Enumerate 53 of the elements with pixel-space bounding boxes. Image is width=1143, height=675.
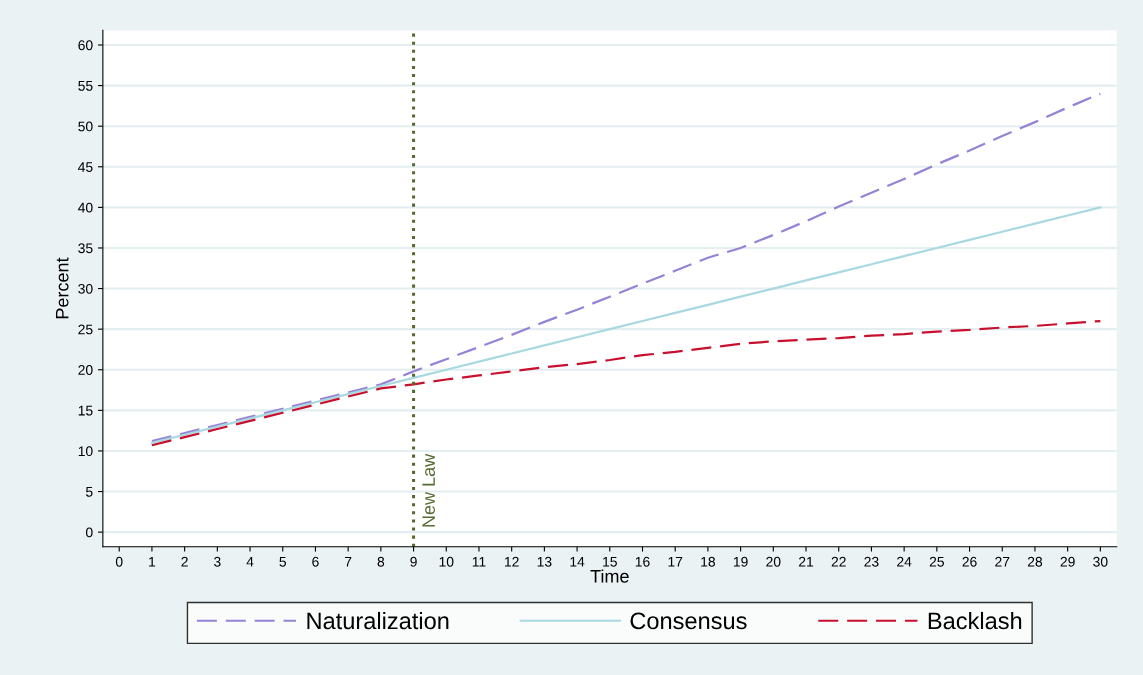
y-tick-label: 40 [78, 202, 93, 213]
y-tick-label: 20 [78, 365, 93, 375]
x-tick-label: 25 [929, 556, 944, 567]
x-tick-label: 24 [897, 556, 912, 567]
x-tick-label: 11 [472, 556, 486, 567]
x-tick-label: 6 [312, 556, 319, 567]
x-tick-label: 28 [1027, 556, 1043, 567]
x-tick-label: 18 [701, 556, 716, 567]
x-tick-label: 7 [345, 556, 352, 567]
line-series [150, 206, 1102, 444]
x-tick-label: 8 [377, 556, 385, 567]
x-tick-label: 19 [733, 556, 748, 567]
y-tick-label: 5 [85, 487, 93, 497]
legend-label: Backlash [928, 611, 1022, 630]
line-series [150, 92, 1102, 443]
x-tick-label: 14 [570, 556, 585, 567]
line-series [150, 319, 1102, 447]
x-tick-label: 21 [798, 556, 814, 567]
x-tick-label: 22 [831, 556, 846, 567]
x-tick-label: 13 [537, 556, 552, 567]
x-tick-label: 0 [115, 556, 123, 567]
y-tick-label: 25 [78, 324, 93, 335]
x-tick-label: 5 [279, 556, 287, 567]
x-tick-label: 10 [439, 556, 454, 567]
x-tick-label: 16 [635, 556, 650, 567]
y-tick-label: 0 [85, 527, 93, 538]
y-tick-label: 50 [78, 121, 93, 132]
x-tick-label: 29 [1060, 556, 1075, 567]
x-tick-label: 27 [995, 556, 1010, 567]
x-tick-label: 30 [1093, 556, 1108, 567]
y-tick-label: 55 [78, 81, 93, 91]
y-tick-label: 35 [78, 243, 93, 254]
x-tick-label: 12 [505, 556, 519, 567]
y-axis-title: Percent [55, 257, 69, 319]
x-tick-label: 9 [410, 556, 417, 567]
x-axis-title: Time [590, 569, 629, 583]
x-tick-label: 2 [181, 556, 188, 567]
y-tick-label: 15 [78, 405, 93, 416]
legend-label: Consensus [630, 612, 747, 630]
y-tick-label: 60 [78, 40, 93, 51]
x-tick-label: 23 [864, 556, 879, 567]
x-tick-label: 1 [149, 556, 156, 567]
legend-label: Naturalization [307, 611, 449, 630]
x-tick-label: 26 [962, 556, 977, 567]
ref-line-label: New Law [422, 453, 435, 527]
x-tick-label: 4 [246, 556, 254, 567]
x-tick-label: 15 [603, 556, 617, 567]
y-tick-label: 10 [78, 446, 93, 457]
x-tick-label: 20 [766, 556, 781, 567]
x-tick-label: 3 [214, 556, 221, 567]
y-tick-label: 30 [78, 283, 93, 294]
x-tick-label: 17 [668, 556, 683, 567]
y-tick-label: 45 [78, 162, 93, 172]
